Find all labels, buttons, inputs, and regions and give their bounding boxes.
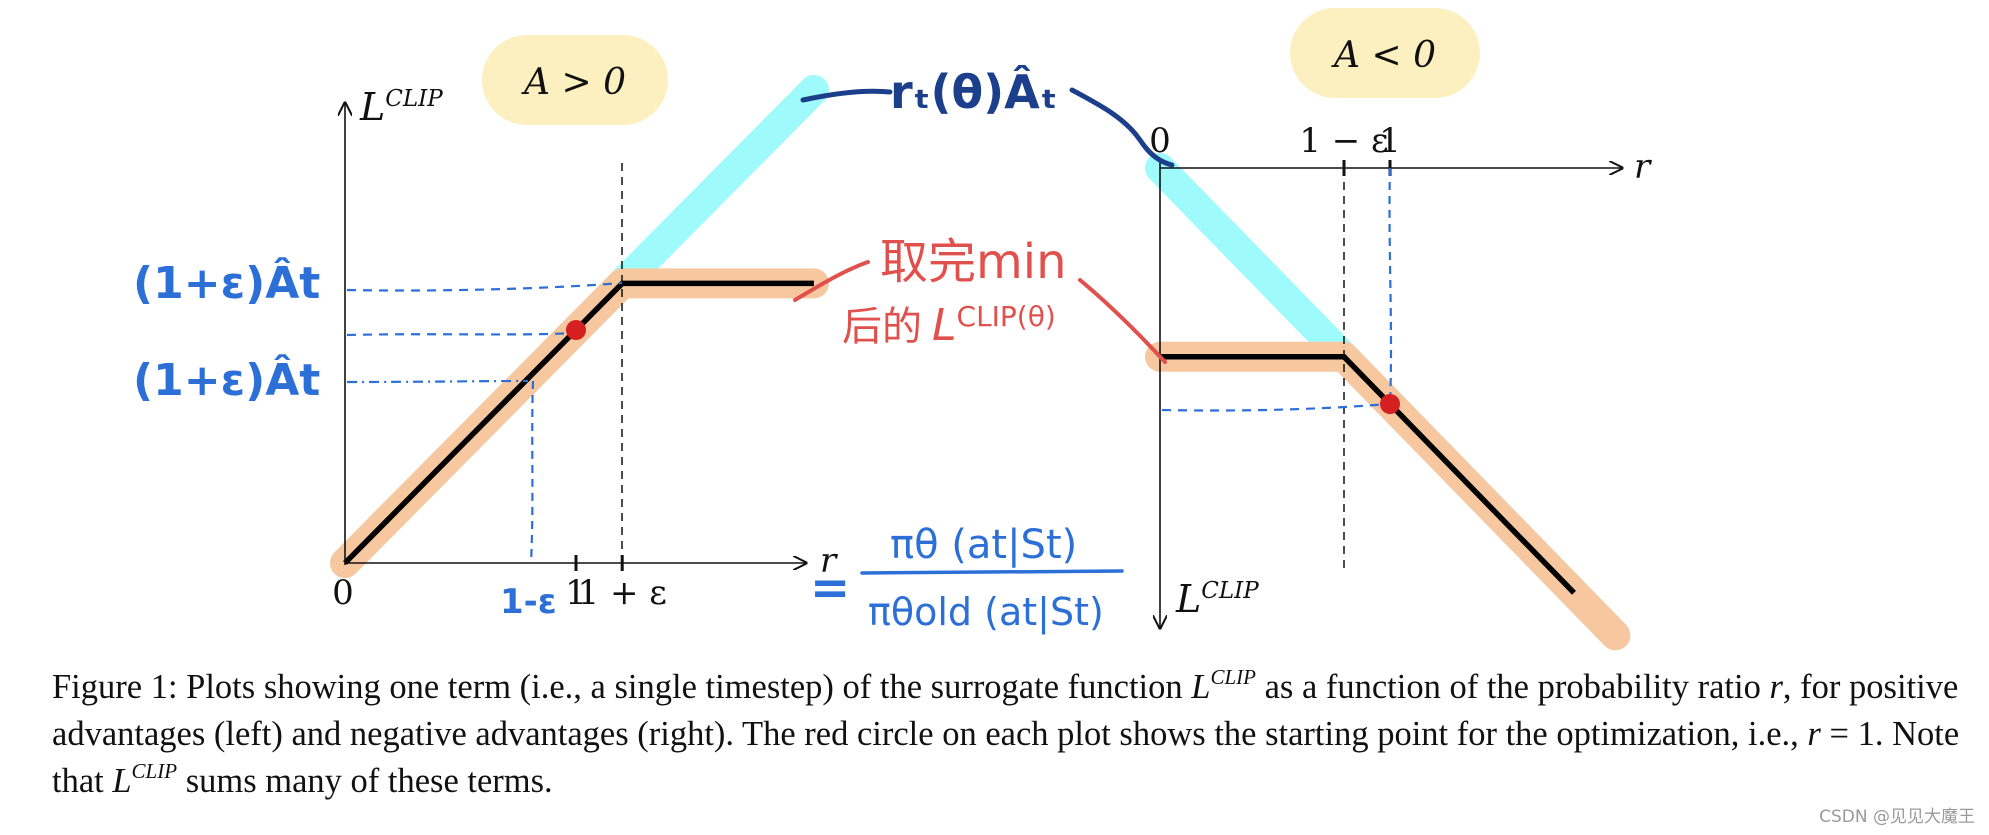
left-guide-one-minus-eps	[529, 380, 535, 564]
ratio-bar	[860, 569, 1124, 575]
min-note-arrow-left	[793, 260, 870, 302]
left-min-line	[343, 280, 814, 565]
right-y-label: LCLIP	[1175, 577, 1259, 621]
min-note-line2: 后的 LCLIP(θ)	[842, 300, 1056, 351]
ratio-annotation: = πθ (at|St) πθold (at|St)	[810, 522, 1124, 635]
ratio-equals: =	[810, 560, 850, 616]
right-guide-horizontal	[1161, 402, 1389, 412]
left-condition-bubble	[482, 35, 668, 125]
watermark: CSDN @见见大魔王	[1819, 807, 1975, 827]
left-guide-mid	[346, 379, 529, 384]
left-y-label: LCLIP	[359, 85, 443, 129]
right-x-label: r	[1634, 147, 1652, 187]
left-panel: A > 0 0 11 + ε LCLIP r (1+ε)Ât (1+ε)Ât 1-…	[133, 35, 838, 622]
right-panel: A < 0 0 1 − ε1 LCLIP r	[1145, 8, 1652, 651]
objective-annotation: rₜ(θ)Âₜ	[800, 65, 1175, 168]
clip-level-lower: (1+ε)Ât	[133, 353, 320, 406]
left-start-point	[566, 320, 586, 340]
min-note-line1: 取完min	[880, 234, 1067, 290]
left-condition-label: A > 0	[521, 62, 626, 103]
left-guide-upper	[346, 281, 623, 292]
x-tick-label: 0	[332, 573, 354, 613]
left-guide-lower	[346, 331, 576, 337]
x-tick-label: 0	[1149, 121, 1171, 161]
clip-level-upper: (1+ε)Ât	[133, 256, 320, 309]
x-tick-label: 1	[565, 573, 587, 613]
one-minus-eps-note: 1-ε	[500, 582, 557, 622]
x-tick-label: 1	[1379, 121, 1401, 161]
objective-connector-left	[800, 88, 893, 103]
left-x-ticks: 0 11 + ε	[332, 555, 667, 613]
right-guide-vertical	[1388, 167, 1393, 405]
min-note: 取完min 后的 LCLIP(θ)	[793, 234, 1167, 364]
x-tick-label: 1 + ε	[578, 573, 667, 613]
right-start-point	[1380, 394, 1400, 414]
figure-caption: Figure 1: Plots showing one term (i.e., …	[52, 665, 1960, 801]
ratio-numerator: πθ (at|St)	[890, 522, 1077, 568]
right-x-ticks: 0 1 − ε1	[1149, 121, 1401, 176]
min-note-arrow-right	[1078, 278, 1167, 364]
right-condition-label: A < 0	[1331, 35, 1436, 76]
left-x-label: r	[820, 541, 838, 581]
objective-connector-right	[1069, 87, 1175, 168]
ppo-clip-figure: A > 0 0 11 + ε LCLIP r (1+ε)Ât (1+ε)Ât 1-…	[133, 8, 1652, 651]
x-tick-label: 1 − ε	[1299, 121, 1388, 161]
right-condition-bubble	[1290, 8, 1480, 98]
objective-label: rₜ(θ)Âₜ	[890, 65, 1058, 119]
ratio-denominator: πθold (at|St)	[868, 590, 1104, 635]
